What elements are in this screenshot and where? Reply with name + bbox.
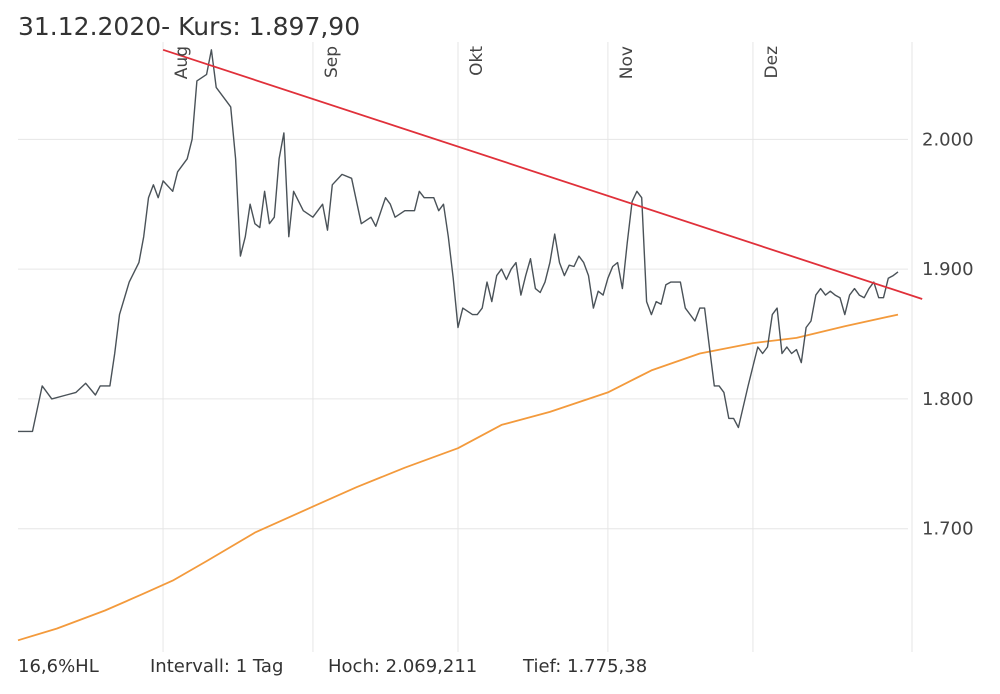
- trend-line-series: [162, 48, 923, 300]
- y-tick-label: 1.900: [922, 259, 974, 280]
- y-tick-label: 1.700: [922, 519, 974, 540]
- price-line: [18, 49, 899, 433]
- header-price: - Kurs: 1.897,90: [161, 12, 361, 41]
- chart-grid: [18, 42, 913, 652]
- axis-ticks: 2.000 1.900 1.800 1.700 Aug Sep Okt Nov Dez: [172, 46, 973, 540]
- x-tick-label: Nov: [617, 46, 637, 79]
- x-tick-label: Dez: [762, 46, 782, 79]
- footer-hl: 16,6%HL: [18, 656, 99, 677]
- x-tick-label: Okt: [467, 46, 487, 76]
- footer-high: Hoch: 2.069,211: [328, 656, 478, 677]
- chart-header: 31.12.2020 - Kurs: 1.897,90: [18, 12, 360, 41]
- x-tick-label: Sep: [322, 46, 342, 78]
- ma-line: [17, 313, 899, 642]
- header-date: 31.12.2020: [18, 12, 162, 41]
- y-tick-label: 2.000: [922, 129, 974, 150]
- price-series: [18, 49, 899, 433]
- y-tick-label: 1.800: [922, 389, 974, 410]
- footer-interval: Intervall: 1 Tag: [150, 656, 284, 677]
- footer-low: Tief: 1.775,38: [523, 656, 648, 677]
- trend-line: [162, 48, 923, 300]
- moving-average-series: [17, 313, 899, 642]
- x-tick-label: Aug: [172, 46, 192, 79]
